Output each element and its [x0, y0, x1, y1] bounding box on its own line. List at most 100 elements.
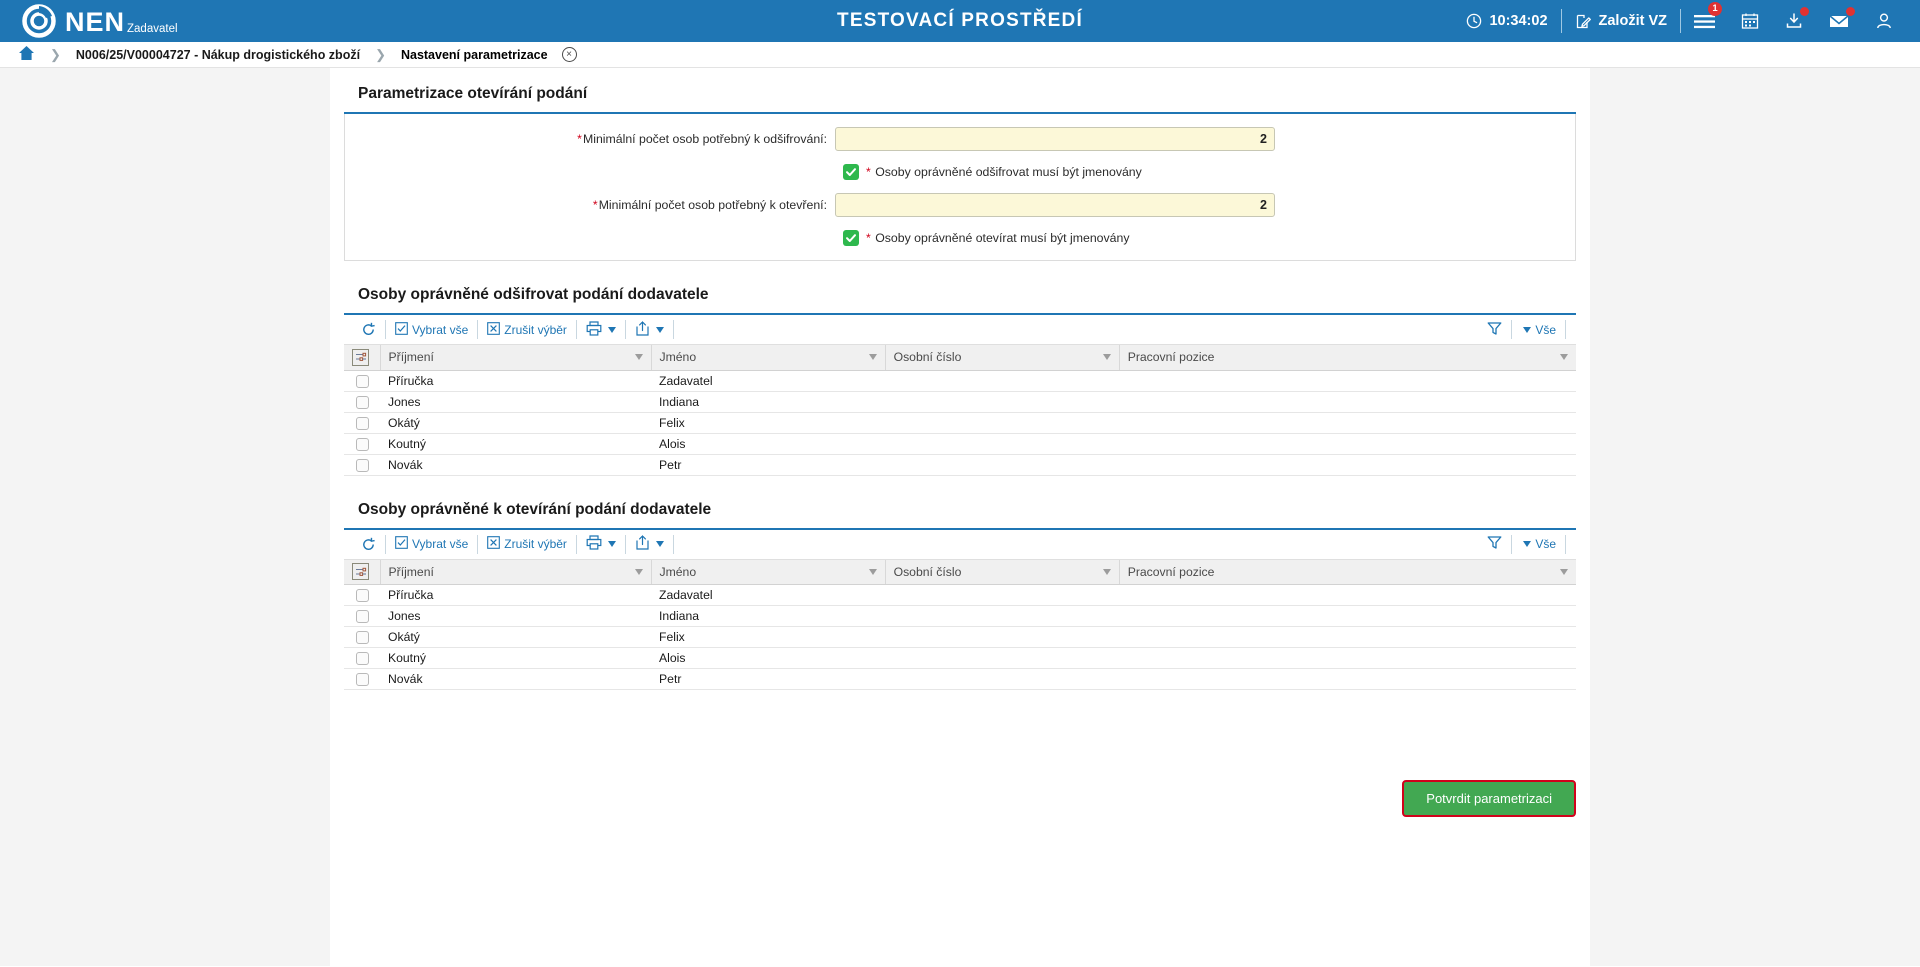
field-row-min-open: *Minimální počet osob potřebný k otevřen… — [345, 193, 1575, 217]
row-checkbox[interactable] — [355, 395, 369, 409]
table-row[interactable]: Novák Petr — [344, 668, 1576, 690]
row-checkbox-cell[interactable] — [344, 668, 380, 690]
home-icon[interactable] — [18, 45, 35, 64]
row-checkbox[interactable] — [355, 652, 369, 666]
calendar-button[interactable] — [1728, 8, 1772, 34]
column-settings-header[interactable] — [344, 559, 381, 585]
inbox-download-button[interactable] — [1772, 7, 1816, 34]
column-header-pracovni-pozice[interactable]: Pracovní pozice — [1119, 559, 1576, 585]
column-header-prijmeni[interactable]: Příjmení — [380, 345, 652, 371]
column-settings-icon — [352, 348, 369, 366]
brand-logo-group[interactable]: NEN Zadavatel — [0, 4, 178, 38]
close-circle-icon[interactable]: × — [561, 47, 577, 62]
breadcrumb-item-procurement[interactable]: N006/25/V00004727 - Nákup drogistického … — [75, 47, 361, 62]
clear-selection-button[interactable]: Zrušit výběr — [480, 319, 574, 341]
refresh-circle-icon[interactable] — [354, 533, 383, 555]
column-settings-header[interactable] — [344, 345, 381, 371]
refresh-circle-icon[interactable] — [354, 319, 383, 341]
export-upload-icon — [635, 320, 650, 339]
table-row[interactable]: Okátý Felix — [344, 626, 1576, 648]
decrypt-toolbar-right: Vše — [1480, 319, 1568, 341]
cell-pracovni-pozice — [1119, 454, 1576, 476]
column-header-prijmeni[interactable]: Příjmení — [380, 559, 652, 585]
print-button[interactable] — [579, 319, 623, 341]
column-header-osobni-cislo[interactable]: Osobní číslo — [885, 559, 1120, 585]
table-row[interactable]: Příručka Zadavatel — [344, 584, 1576, 606]
column-header-jmeno[interactable]: Jméno — [651, 345, 886, 371]
column-header-jmeno[interactable]: Jméno — [651, 559, 886, 585]
cell-pracovni-pozice — [1119, 668, 1576, 690]
panel-title-open-persons: Osoby oprávněné k otevírání podání dodav… — [344, 490, 1576, 530]
select-all-button[interactable]: Vybrat vše — [388, 319, 475, 341]
row-checkbox-cell[interactable] — [344, 584, 380, 606]
table-row[interactable]: Novák Petr — [344, 454, 1576, 476]
mail-button[interactable] — [1816, 7, 1862, 34]
confirm-parametrization-button[interactable]: Potvrdit parametrizaci — [1402, 780, 1576, 817]
table-row[interactable]: Koutný Alois — [344, 433, 1576, 455]
table-row[interactable]: Koutný Alois — [344, 647, 1576, 669]
row-checkbox-cell[interactable] — [344, 626, 380, 648]
view-selector-button[interactable]: Vše — [1514, 533, 1563, 555]
checkbox-row-open-named[interactable]: * Osoby oprávněné otevírat musí být jmen… — [345, 230, 1575, 246]
main-menu-button[interactable]: 1 — [1681, 2, 1728, 34]
table-row[interactable]: Jones Indiana — [344, 391, 1576, 413]
cell-prijmeni: Jones — [380, 391, 652, 413]
min-decrypt-input[interactable] — [835, 127, 1275, 151]
label-text: Osoby oprávněné odšifrovat musí být jmen… — [875, 165, 1142, 179]
cell-jmeno: Alois — [651, 433, 886, 455]
export-upload-icon — [635, 535, 650, 553]
row-checkbox-cell[interactable] — [344, 454, 380, 476]
row-checkbox-cell[interactable] — [344, 433, 380, 455]
user-account-button[interactable] — [1862, 8, 1906, 34]
row-checkbox[interactable] — [355, 610, 369, 624]
row-checkbox[interactable] — [355, 631, 369, 645]
filter-button[interactable] — [1480, 319, 1509, 341]
panel-title-decrypt-persons: Osoby oprávněné odšifrovat podání dodava… — [344, 275, 1576, 315]
row-checkbox[interactable] — [355, 458, 369, 472]
checkbox-label-open-named: * Osoby oprávněné otevírat musí být jmen… — [866, 231, 1130, 245]
export-button[interactable] — [628, 319, 671, 341]
field-label-min-decrypt: *Minimální počet osob potřebný k odšifro… — [345, 132, 835, 146]
view-selector-button[interactable]: Vše — [1514, 319, 1563, 341]
min-open-input[interactable] — [835, 193, 1275, 217]
row-checkbox-cell[interactable] — [344, 647, 380, 669]
row-checkbox[interactable] — [355, 416, 369, 430]
content-column: Parametrizace otevírání podání *Minimáln… — [330, 68, 1590, 966]
clear-selection-button[interactable]: Zrušit výběr — [480, 533, 574, 555]
parametrization-panel-body: *Minimální počet osob potřebný k odšifro… — [344, 114, 1576, 261]
row-checkbox[interactable] — [355, 589, 369, 603]
filter-button[interactable] — [1480, 533, 1509, 555]
cell-jmeno: Felix — [651, 412, 886, 434]
cell-prijmeni: Koutný — [380, 647, 652, 669]
checkbox-checked-icon[interactable] — [843, 230, 859, 246]
cell-osobni-cislo — [885, 391, 1120, 413]
open-table-body: Příručka Zadavatel Jones Indiana Okátý F… — [344, 584, 1576, 690]
export-button[interactable] — [628, 533, 671, 555]
column-label: Jméno — [659, 564, 697, 579]
checkbox-row-decrypt-named[interactable]: * Osoby oprávněné odšifrovat musí být jm… — [345, 164, 1575, 180]
chevron-down-icon — [607, 326, 616, 333]
sort-triangle-icon — [868, 354, 877, 361]
row-checkbox-cell[interactable] — [344, 605, 380, 627]
row-checkbox-cell[interactable] — [344, 412, 380, 434]
checkbox-checked-icon[interactable] — [843, 164, 859, 180]
column-header-osobni-cislo[interactable]: Osobní číslo — [885, 345, 1120, 371]
row-checkbox[interactable] — [355, 437, 369, 451]
table-row[interactable]: Jones Indiana — [344, 605, 1576, 627]
row-checkbox[interactable] — [355, 673, 369, 687]
print-button[interactable] — [579, 533, 623, 555]
cell-prijmeni: Okátý — [380, 626, 652, 648]
divider — [672, 320, 674, 339]
select-all-button[interactable]: Vybrat vše — [388, 533, 475, 555]
divider — [672, 534, 674, 554]
create-vz-button[interactable]: Založit VZ — [1562, 8, 1680, 34]
table-row[interactable]: Příručka Zadavatel — [344, 370, 1576, 392]
row-checkbox-cell[interactable] — [344, 370, 380, 392]
table-row[interactable]: Okátý Felix — [344, 412, 1576, 434]
row-checkbox[interactable] — [355, 374, 369, 388]
sort-triangle-icon — [634, 354, 643, 361]
row-checkbox-cell[interactable] — [344, 391, 380, 413]
sort-triangle-icon — [1102, 354, 1111, 361]
column-header-pracovni-pozice[interactable]: Pracovní pozice — [1119, 345, 1576, 371]
divider — [1565, 534, 1566, 554]
